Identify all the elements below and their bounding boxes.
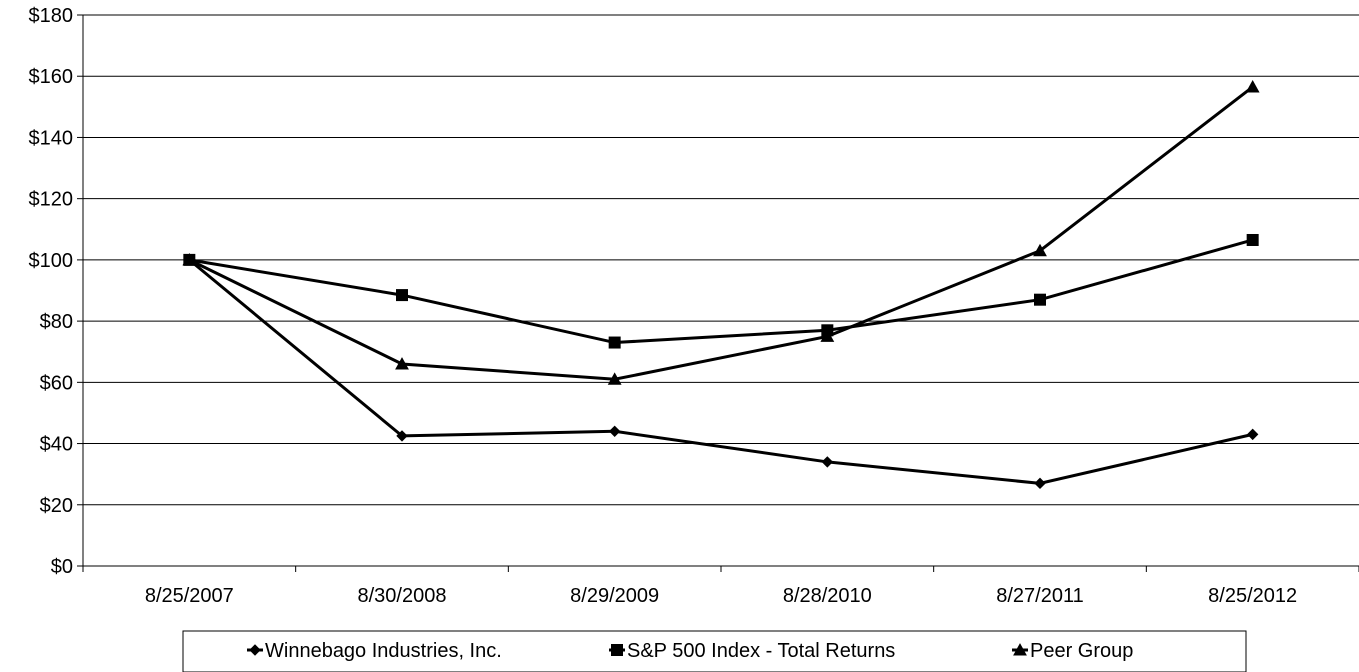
legend-label-peer-group: Peer Group — [1030, 640, 1133, 662]
data-point-peer-group — [820, 329, 835, 342]
data-point-sp500 — [1246, 233, 1259, 246]
y-tick-label: $0 — [51, 556, 73, 578]
y-tick-label: $140 — [29, 127, 74, 149]
data-point-sp500 — [396, 289, 408, 302]
series-line-sp500 — [189, 238, 1254, 345]
y-tick-label: $120 — [29, 189, 74, 211]
legend-label-winnebago: Winnebago Industries, Inc. — [265, 640, 502, 662]
series-lines — [182, 80, 1260, 490]
data-point-winnebago — [396, 430, 408, 442]
data-point-peer-group — [1033, 243, 1047, 257]
x-tick-label: 8/30/2008 — [358, 585, 447, 607]
data-point-winnebago — [608, 425, 621, 438]
data-point-winnebago — [1246, 428, 1259, 441]
gridlines — [83, 14, 1359, 506]
y-tick-labels: $0 $20 $40 $60 $80 $100 $120 $140 $160 $180 — [29, 5, 74, 578]
y-tick-label: $20 — [40, 495, 73, 517]
legend: Winnebago Industries, Inc. S&P 500 Index … — [182, 630, 1247, 672]
y-tick-label: $100 — [29, 250, 74, 272]
series-line-winnebago — [188, 258, 1254, 485]
legend-box — [182, 630, 1247, 672]
x-tick-labels: 8/25/2007 8/30/2008 8/29/2009 8/28/2010 8/27… — [145, 585, 1297, 607]
y-tick-label: $160 — [29, 66, 74, 88]
legend-label-sp500: S&P 500 Index - Total Returns — [627, 640, 895, 662]
data-point-sp500 — [1034, 293, 1046, 306]
x-tick-label: 8/28/2010 — [783, 585, 872, 607]
data-point-peer-group — [607, 372, 622, 385]
data-point-winnebago — [1034, 477, 1046, 490]
x-tick-label: 8/25/2012 — [1208, 585, 1297, 607]
data-point-peer-group — [395, 357, 409, 370]
series-line-peer-group — [188, 85, 1254, 381]
data-point-winnebago — [821, 456, 834, 468]
axes — [77, 14, 1359, 572]
y-tick-label: $40 — [40, 434, 73, 456]
data-point-peer-group — [1245, 80, 1260, 93]
y-tick-label: $80 — [40, 311, 73, 333]
y-tick-label: $180 — [29, 5, 74, 27]
x-tick-label: 8/27/2011 — [996, 585, 1084, 607]
data-point-peer-group — [182, 252, 197, 266]
data-point-sp500 — [608, 336, 621, 349]
y-tick-label: $60 — [40, 372, 73, 394]
x-tick-label: 8/25/2007 — [145, 585, 234, 607]
x-tick-label: 8/29/2009 — [570, 585, 659, 607]
